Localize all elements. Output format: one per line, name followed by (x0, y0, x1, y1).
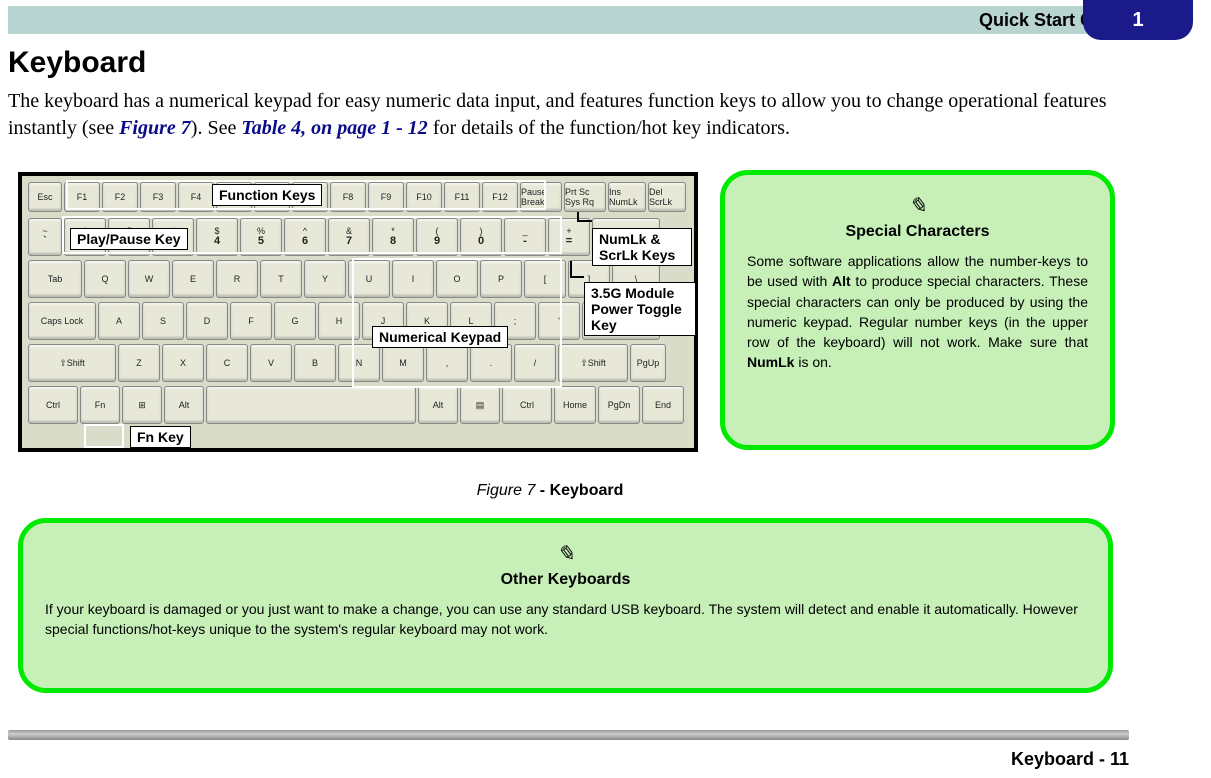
keyboard-key: R (216, 260, 258, 298)
annot-fn-key: Fn Key (130, 426, 191, 448)
keyboard-key: ⇧Shift (28, 344, 116, 382)
keyboard-key: Fn (80, 386, 120, 424)
keyboard-row-a: Caps LockASDFGHJKL;'Enter (28, 302, 660, 340)
footer-rule (8, 730, 1129, 740)
keyboard-key: End (642, 386, 684, 424)
keyboard-key: Ctrl (502, 386, 552, 424)
keyboard-key: X (162, 344, 204, 382)
line-module (570, 276, 584, 278)
keyboard-key: Home (554, 386, 596, 424)
keyboard-key: T (260, 260, 302, 298)
highlight-fn (84, 424, 124, 448)
annot-play-pause: Play/Pause Key (70, 228, 188, 250)
table-reference[interactable]: Table 4, on page 1 - 12 (241, 117, 427, 139)
keyboard-key: ~` (28, 218, 62, 256)
pencil-icon: ✎ (747, 193, 1088, 219)
keyboard-key: V (250, 344, 292, 382)
line-numlk-v (577, 212, 579, 222)
section-title: Keyboard (8, 46, 146, 80)
intro-paragraph: The keyboard has a numerical keypad for … (8, 88, 1131, 142)
keyboard-key: F (230, 302, 272, 340)
keyboard-key: W (128, 260, 170, 298)
header-bar: Quick Start Guide (8, 6, 1141, 34)
keyboard-key: G (274, 302, 316, 340)
keyboard-key: Z (118, 344, 160, 382)
annot-numerical-keypad: Numerical Keypad (372, 326, 508, 348)
keyboard-key: E (172, 260, 214, 298)
keyboard-key (206, 386, 416, 424)
keyboard-key: Alt (164, 386, 204, 424)
chapter-tab: 1 (1083, 0, 1193, 40)
callout-other-keyboards: ✎ Other Keyboards If your keyboard is da… (18, 518, 1113, 693)
figure-reference[interactable]: Figure 7 (119, 117, 191, 139)
keyboard-key: Y (304, 260, 346, 298)
keyboard-key: Prt Sc Sys Rq (564, 182, 606, 212)
keyboard-key: Q (84, 260, 126, 298)
keyboard-figure: EscF1F2F3F4F5F6F7F8F9F10F11F12Pause Brea… (18, 172, 698, 452)
keyboard-key: ⊞ (122, 386, 162, 424)
highlight-numpad (352, 258, 562, 388)
intro-2: ). See (191, 117, 242, 139)
keyboard-key: Tab (28, 260, 82, 298)
keyboard-key: D (186, 302, 228, 340)
annot-module-power: 3.5G Module Power Toggle Key (584, 282, 696, 336)
keyboard-row-z: ⇧ShiftZXCVBNM,./⇧ShiftPgUp (28, 344, 666, 382)
keyboard-key: PgDn (598, 386, 640, 424)
callout-other-title: Other Keyboards (45, 571, 1086, 589)
callout-special-title: Special Characters (747, 223, 1088, 241)
intro-3: for details of the function/hot key indi… (428, 117, 790, 139)
keyboard-key: Caps Lock (28, 302, 96, 340)
keyboard-key: Ctrl (28, 386, 78, 424)
keyboard-row-ctrl: CtrlFn⊞AltAlt▤CtrlHomePgDnEnd (28, 386, 684, 424)
line-module-v (570, 261, 572, 278)
keyboard-key: Ins NumLk (608, 182, 646, 212)
footer-text: Keyboard - 11 (1011, 749, 1129, 770)
figure-caption-prefix: Figure 7 (477, 482, 536, 499)
callout-special-body: Some software applications allow the num… (747, 251, 1088, 373)
keyboard-key: Alt (418, 386, 458, 424)
keyboard-row-q: TabQWERTYUIOP[]\ (28, 260, 660, 298)
keyboard-key: Del ScrLk (648, 182, 686, 212)
figure-caption: Figure 7 - Keyboard (0, 482, 1100, 500)
keyboard-key: Esc (28, 182, 62, 212)
annot-numlk-scrlk: NumLk & ScrLk Keys (592, 228, 692, 266)
callout-other-body: If your keyboard is damaged or you just … (45, 599, 1086, 640)
annot-function-keys: Function Keys (212, 184, 322, 206)
keyboard-key: PgUp (630, 344, 666, 382)
line-numlk (577, 220, 592, 222)
keyboard-key: ▤ (460, 386, 500, 424)
pencil-icon: ✎ (45, 541, 1086, 567)
figure-caption-suffix: - Keyboard (535, 482, 623, 499)
keyboard-key: ⇧Shift (558, 344, 628, 382)
chapter-number: 1 (1132, 9, 1143, 32)
keyboard-key: A (98, 302, 140, 340)
keyboard-key: S (142, 302, 184, 340)
callout-special-characters: ✎ Special Characters Some software appli… (720, 170, 1115, 450)
keyboard-key: B (294, 344, 336, 382)
keyboard-key: C (206, 344, 248, 382)
